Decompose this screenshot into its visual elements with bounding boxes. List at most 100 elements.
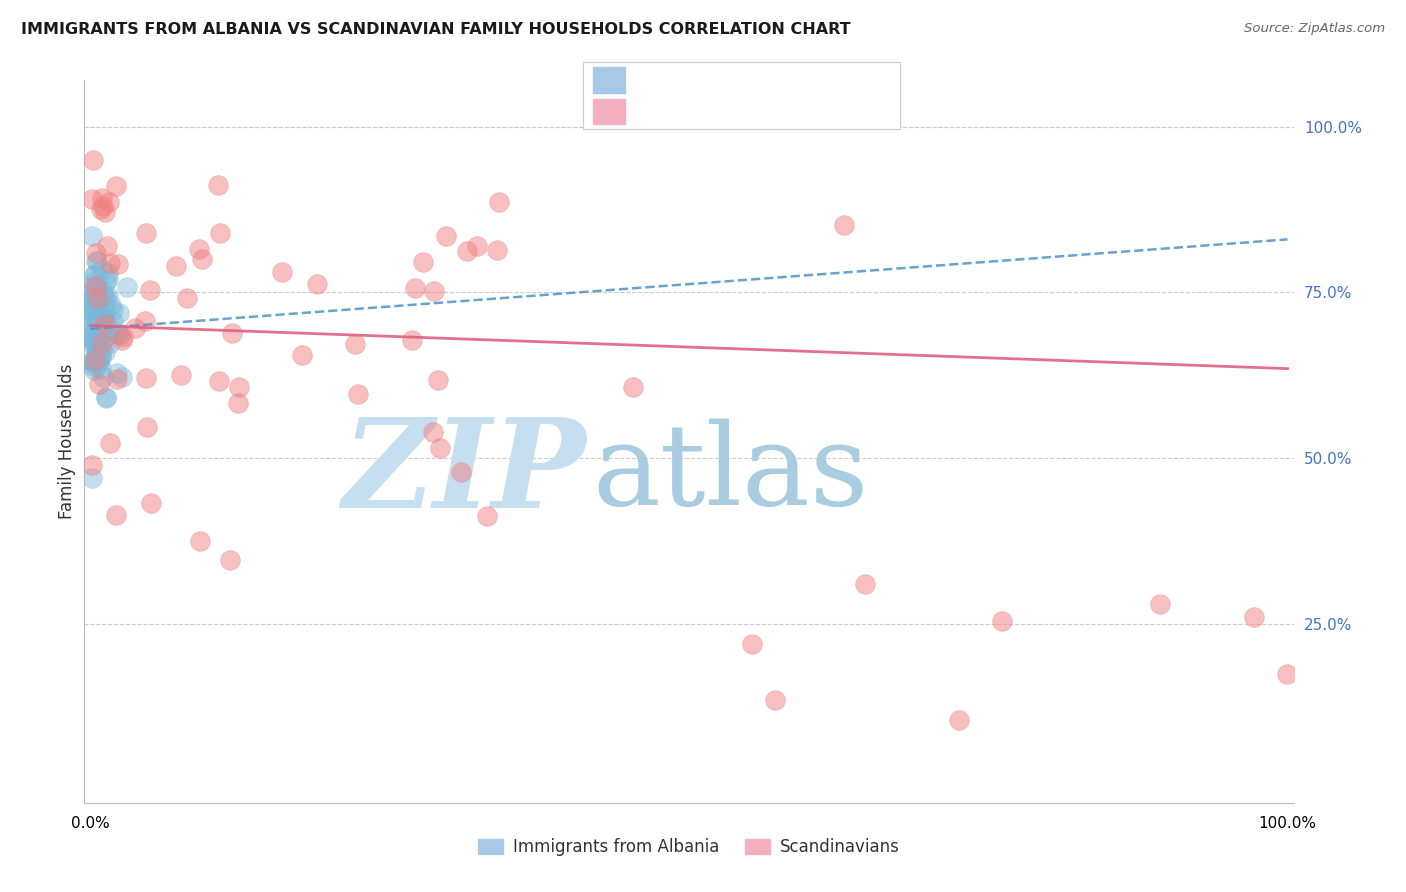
Point bbox=[404, 281, 426, 295]
Point bbox=[139, 283, 162, 297]
Point bbox=[86, 315, 108, 329]
Point bbox=[100, 297, 122, 311]
Point bbox=[84, 331, 107, 345]
Point bbox=[84, 267, 107, 281]
Point bbox=[90, 191, 112, 205]
Point bbox=[108, 327, 131, 342]
Point bbox=[83, 300, 105, 314]
Point bbox=[94, 392, 117, 406]
Point bbox=[423, 284, 446, 298]
Point bbox=[86, 297, 108, 311]
Point bbox=[91, 199, 114, 213]
Point bbox=[93, 332, 115, 346]
Point bbox=[165, 259, 187, 273]
Text: N = 73: N = 73 bbox=[799, 103, 859, 119]
Point bbox=[84, 355, 107, 369]
Text: IMMIGRANTS FROM ALBANIA VS SCANDINAVIAN FAMILY HOUSEHOLDS CORRELATION CHART: IMMIGRANTS FROM ALBANIA VS SCANDINAVIAN … bbox=[21, 22, 851, 37]
Point bbox=[91, 310, 114, 325]
Point bbox=[82, 291, 104, 305]
Point bbox=[86, 334, 108, 349]
Point bbox=[108, 306, 131, 320]
Point bbox=[1149, 597, 1171, 611]
Point bbox=[94, 317, 117, 331]
Text: N = 97: N = 97 bbox=[799, 72, 859, 87]
Point bbox=[84, 254, 107, 268]
Legend: Immigrants from Albania, Scandinavians: Immigrants from Albania, Scandinavians bbox=[471, 831, 907, 863]
Point bbox=[90, 349, 112, 363]
Point bbox=[832, 218, 855, 232]
Bar bbox=[593, 67, 624, 93]
Point bbox=[429, 441, 451, 455]
FancyBboxPatch shape bbox=[583, 62, 900, 129]
Point bbox=[82, 321, 104, 335]
Point bbox=[115, 280, 138, 294]
Point bbox=[456, 244, 478, 258]
Point bbox=[96, 239, 118, 253]
Point bbox=[86, 359, 108, 373]
Point bbox=[307, 277, 329, 291]
Point bbox=[135, 370, 157, 384]
Point bbox=[134, 226, 156, 240]
Point bbox=[98, 256, 121, 270]
Point bbox=[82, 301, 104, 315]
Point bbox=[83, 334, 105, 349]
Point bbox=[422, 425, 444, 440]
Point bbox=[135, 419, 157, 434]
Point bbox=[80, 330, 103, 344]
Point bbox=[84, 334, 107, 348]
Point bbox=[89, 321, 111, 335]
Point bbox=[80, 332, 103, 346]
Point bbox=[86, 297, 108, 311]
Point bbox=[228, 380, 250, 394]
Point bbox=[105, 372, 128, 386]
Point bbox=[84, 345, 107, 359]
Point bbox=[82, 335, 104, 350]
Point bbox=[111, 330, 134, 344]
Point bbox=[134, 314, 156, 328]
Point bbox=[82, 290, 104, 304]
Point bbox=[465, 239, 488, 253]
Point bbox=[83, 308, 105, 322]
Point bbox=[80, 471, 103, 485]
Point bbox=[291, 348, 314, 362]
Point bbox=[86, 279, 108, 293]
Point bbox=[621, 380, 644, 394]
Text: Source: ZipAtlas.com: Source: ZipAtlas.com bbox=[1244, 22, 1385, 36]
Point bbox=[485, 244, 508, 258]
Point bbox=[84, 313, 107, 327]
Point bbox=[91, 309, 114, 323]
Point bbox=[91, 335, 114, 350]
Point bbox=[141, 496, 163, 510]
Point bbox=[94, 390, 117, 404]
Point bbox=[83, 278, 105, 293]
Point bbox=[84, 297, 107, 311]
Point bbox=[91, 263, 114, 277]
Point bbox=[86, 279, 108, 293]
Point bbox=[80, 353, 103, 368]
Point bbox=[83, 353, 105, 368]
Point bbox=[104, 326, 127, 341]
Point bbox=[90, 343, 112, 357]
Point bbox=[105, 366, 128, 380]
Point bbox=[100, 436, 122, 450]
Point bbox=[107, 327, 129, 342]
Text: ZIP: ZIP bbox=[343, 413, 586, 535]
Text: R =  0.028: R = 0.028 bbox=[637, 72, 723, 87]
Point bbox=[89, 377, 111, 392]
Point bbox=[87, 333, 110, 347]
Point bbox=[475, 508, 498, 523]
Point bbox=[124, 321, 146, 335]
Point bbox=[187, 242, 209, 256]
Point bbox=[97, 272, 120, 286]
Point bbox=[86, 254, 108, 268]
Point bbox=[83, 285, 105, 299]
Point bbox=[94, 291, 117, 305]
Point bbox=[104, 179, 127, 194]
Point bbox=[111, 333, 134, 347]
Point bbox=[401, 333, 423, 347]
Point bbox=[190, 252, 212, 267]
Point bbox=[103, 303, 125, 318]
Point bbox=[741, 637, 763, 651]
Point bbox=[426, 373, 449, 387]
Point bbox=[80, 355, 103, 369]
